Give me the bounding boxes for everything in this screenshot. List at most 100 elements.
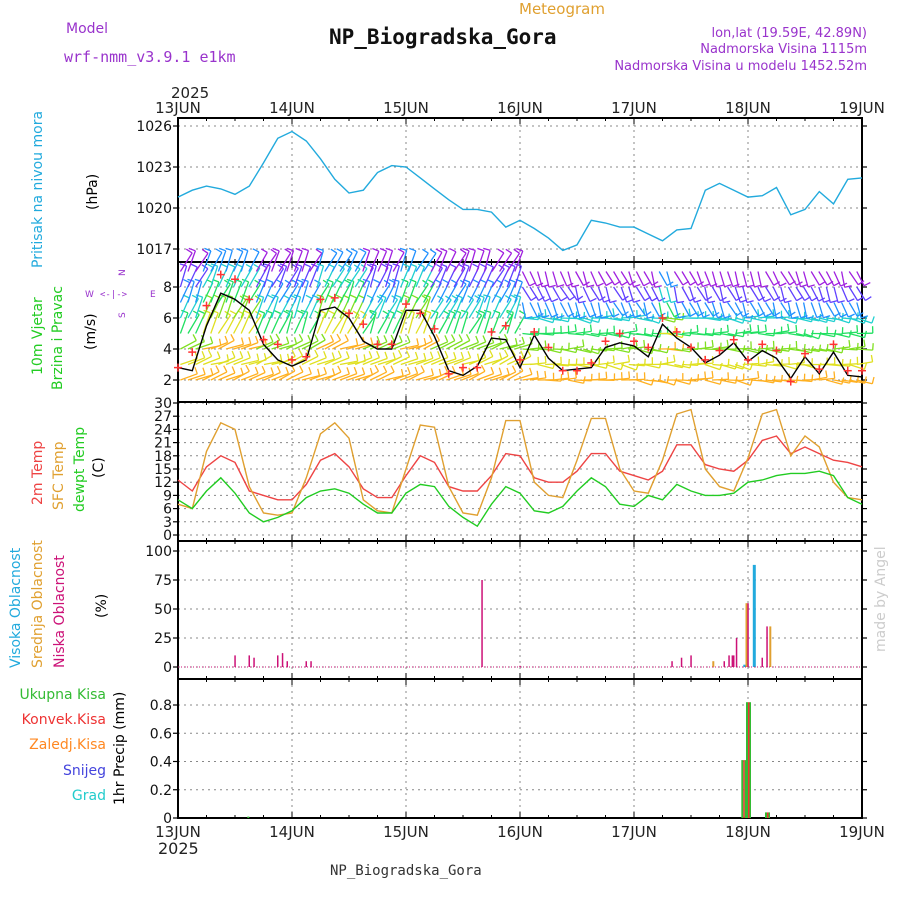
wind-barb-flag	[486, 263, 494, 268]
wind-barb	[666, 286, 672, 303]
wind-barb	[590, 302, 597, 318]
wind-barb	[301, 281, 309, 303]
wind-barb	[795, 302, 802, 318]
wind-barb	[529, 302, 538, 318]
wind-barb	[742, 271, 748, 288]
wind-barb	[483, 266, 494, 288]
wind-barb-flag	[299, 365, 304, 373]
wind-barb	[400, 358, 419, 366]
wind-barb	[301, 250, 310, 272]
wind-barb-flag	[856, 325, 859, 333]
wind-barb	[597, 302, 602, 319]
wind-barb	[605, 286, 611, 303]
wind-barb-flag	[787, 323, 790, 331]
wind-barb-flag	[422, 248, 429, 254]
wind-barb-flag	[764, 298, 772, 303]
wind-barb	[704, 317, 721, 322]
wind-barb-flag	[355, 338, 359, 346]
wind-barb	[453, 373, 472, 381]
wind-barb	[848, 302, 858, 317]
wind-barb	[453, 267, 466, 288]
wind-barb-flag	[861, 315, 869, 319]
wind-barb-flag	[566, 282, 574, 287]
wind-barb	[818, 348, 835, 353]
wind-barb-flag	[357, 294, 365, 299]
wind-barb-flag	[595, 314, 603, 319]
wind-barb	[445, 298, 459, 319]
wind-barb-flag	[376, 295, 384, 301]
wind-barb-flag	[198, 310, 206, 315]
wind-barb	[438, 358, 457, 366]
wind-barb	[483, 312, 492, 334]
wind-barb	[278, 370, 296, 381]
wind-barb	[468, 370, 486, 381]
wind-barb-flag	[331, 352, 336, 360]
wind-barb-flag	[746, 315, 754, 319]
wind-barb	[522, 332, 539, 336]
wind-barb-flag	[450, 334, 456, 342]
wind-barb	[407, 266, 418, 288]
wind-barb	[803, 348, 820, 353]
wind-barb	[810, 302, 818, 318]
wind-barb	[734, 286, 741, 303]
wind-barb-flag	[344, 279, 352, 284]
wind-barb-flag	[453, 351, 457, 360]
wind-barb	[392, 265, 400, 288]
wind-barb-flag	[330, 334, 335, 342]
wind-barb	[560, 348, 577, 354]
wind-barb	[385, 341, 403, 350]
wind-barb-flag	[229, 310, 237, 315]
wind-barb-flag	[536, 370, 539, 378]
wind-barb	[605, 363, 622, 371]
wind-barb-flag	[848, 316, 852, 324]
wind-barb	[597, 271, 607, 286]
wind-barb-flag	[504, 295, 512, 300]
wind-barb	[521, 286, 532, 301]
wind-barb	[742, 302, 748, 319]
wind-barb-flag	[863, 330, 868, 338]
wind-barb	[461, 299, 475, 319]
wind-barb	[187, 281, 195, 303]
wind-barb	[529, 271, 538, 287]
low-cloud-bar	[733, 655, 735, 667]
wind-barb	[697, 377, 714, 381]
wind-barb-flag	[395, 310, 403, 315]
y-tick-label: 0.2	[150, 783, 172, 799]
wind-barb	[241, 359, 259, 366]
cloud-unit: (%)	[94, 594, 110, 618]
wind-barb	[210, 252, 223, 272]
wind-barb	[742, 331, 759, 335]
wind-barb	[605, 271, 616, 286]
wind-barb-flag	[215, 365, 220, 372]
wind-barb	[613, 377, 630, 381]
wind-barb-flag	[209, 336, 214, 344]
wind-barb	[811, 348, 828, 352]
wind-barb	[689, 302, 699, 317]
wind-barb-flag	[392, 352, 396, 360]
temp-label-2: SFC Temp	[51, 441, 67, 510]
wind-barb	[818, 302, 824, 318]
wind-barb	[476, 312, 486, 334]
wind-barb-flag	[305, 294, 313, 300]
wind-barb-flag	[635, 323, 638, 332]
lonlat-text: lon,lat (19.59E, 42.89N)	[711, 26, 867, 41]
wind-barb	[613, 361, 630, 366]
wind-barb-flag	[779, 297, 787, 302]
wind-barb-flag	[567, 371, 570, 379]
wind-barb-flag	[437, 351, 441, 359]
wind-barb-flag	[376, 350, 381, 358]
wind-barb	[514, 373, 533, 381]
wind-barb	[849, 332, 865, 339]
wind-barb-flag	[863, 362, 868, 370]
wind-barb-flag	[506, 367, 510, 375]
wind-barb	[628, 286, 635, 303]
wind-barb-flag	[498, 367, 503, 375]
wind-barb	[559, 286, 571, 301]
low-cloud-bar	[286, 661, 288, 667]
wind-barb-flag	[536, 282, 544, 287]
low-cloud-bar	[305, 661, 307, 667]
wind-barb-flag	[497, 248, 505, 254]
wind-barb	[529, 286, 540, 301]
wind-barb	[856, 317, 873, 324]
wind-barb	[787, 286, 798, 302]
